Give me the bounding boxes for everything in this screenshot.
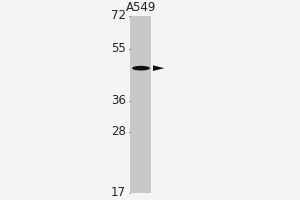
Polygon shape [153,65,164,71]
Text: 72: 72 [111,9,126,22]
Text: A549: A549 [126,1,156,14]
Text: 36: 36 [111,94,126,107]
Bar [130,16,152,193]
Text: 28: 28 [111,125,126,138]
Text: 55: 55 [111,42,126,55]
Text: 17: 17 [111,186,126,199]
Ellipse shape [132,66,150,71]
